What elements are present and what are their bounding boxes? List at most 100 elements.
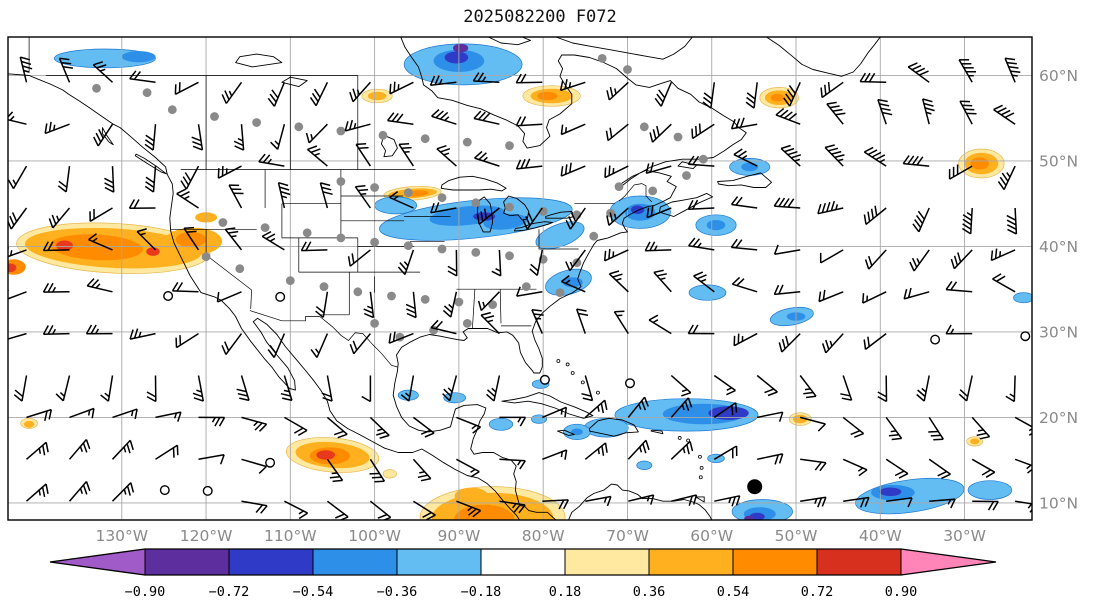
station-dot xyxy=(337,177,346,186)
station-dot xyxy=(92,84,101,93)
shaded-region xyxy=(637,461,652,470)
station-dot xyxy=(623,65,632,74)
weather-map-figure: 130°W120°W110°W100°W90°W80°W70°W60°W50°W… xyxy=(0,0,1105,615)
colorbar-tick-label: 0.54 xyxy=(717,584,750,600)
colorbar-segment xyxy=(481,549,565,575)
longitude-tick-label: 60°W xyxy=(690,527,733,545)
shaded-region xyxy=(453,44,468,53)
station-dot xyxy=(463,138,472,147)
station-dot xyxy=(505,251,514,260)
calm-wind-circle xyxy=(541,376,550,385)
station-dot xyxy=(455,298,464,307)
shaded-region xyxy=(771,94,784,102)
colorbar-tick-label: −0.18 xyxy=(461,584,502,600)
shaded-region xyxy=(741,163,758,172)
station-dot xyxy=(598,54,607,63)
colorbar-tick-label: 0.18 xyxy=(549,584,582,600)
calm-wind-circle xyxy=(626,379,635,388)
station-dot xyxy=(370,238,379,247)
latitude-tick-label: 30°N xyxy=(1039,323,1078,341)
station-dot xyxy=(682,171,691,180)
colorbar-tick-label: −0.36 xyxy=(377,584,418,600)
longitude-tick-label: 30°W xyxy=(943,527,986,545)
station-dot xyxy=(219,218,228,227)
station-dot xyxy=(505,203,514,212)
longitude-tick-label: 50°W xyxy=(775,527,818,545)
station-dot xyxy=(337,127,346,136)
station-dot xyxy=(522,282,531,291)
longitude-tick-label: 70°W xyxy=(606,527,649,545)
shaded-region xyxy=(879,488,901,497)
colorbar-segment xyxy=(397,549,481,575)
shaded-region xyxy=(146,247,159,256)
station-dot xyxy=(210,112,219,121)
colorbar-tick-label: −0.54 xyxy=(293,584,334,600)
longitude-tick-label: 120°W xyxy=(180,527,233,545)
calm-wind-circle xyxy=(931,335,940,344)
station-dot xyxy=(294,122,303,131)
colorbar-tick-label: −0.72 xyxy=(209,584,250,600)
colorbar-segment xyxy=(229,549,313,575)
station-dot xyxy=(303,228,312,237)
longitude-tick-label: 40°W xyxy=(859,527,902,545)
station-dot xyxy=(404,241,413,250)
station-dot xyxy=(320,282,329,291)
station-dot xyxy=(252,118,261,127)
colorbar-tick-label: −0.90 xyxy=(125,584,166,600)
colorbar-segment xyxy=(145,549,229,575)
calm-wind-circle xyxy=(164,292,173,301)
station-dot xyxy=(235,264,244,273)
station-dot xyxy=(589,232,598,241)
shaded-region xyxy=(368,92,387,101)
latitude-tick-label: 60°N xyxy=(1039,67,1078,85)
shaded-region xyxy=(489,418,513,430)
colorbar-segment xyxy=(313,549,397,575)
shaded-region xyxy=(1014,293,1034,303)
colorbar-tick-label: 0.72 xyxy=(801,584,834,600)
station-dot xyxy=(438,245,447,254)
longitude-tick-label: 80°W xyxy=(522,527,565,545)
colorbar-tick-label: 0.36 xyxy=(633,584,666,600)
colorbar-segment xyxy=(733,549,817,575)
station-dot xyxy=(143,88,152,97)
calm-wind-circle xyxy=(276,293,285,302)
station-dot xyxy=(286,276,295,285)
longitude-tick-label: 130°W xyxy=(95,527,148,545)
latitude-tick-label: 10°N xyxy=(1039,494,1078,512)
station-dot xyxy=(353,287,362,296)
station-dot xyxy=(471,198,480,207)
shaded-region xyxy=(56,241,73,251)
longitude-tick-label: 100°W xyxy=(348,527,401,545)
shaded-region xyxy=(970,158,989,170)
calm-wind-circle xyxy=(1021,332,1030,341)
station-dot xyxy=(615,182,624,191)
station-dot xyxy=(463,319,472,328)
station-dot xyxy=(370,183,379,192)
calm-wind-circle xyxy=(266,458,275,467)
station-dot xyxy=(370,319,379,328)
colorbar-tick-label: 0.90 xyxy=(885,584,918,600)
station-dot xyxy=(648,187,657,196)
colorbar-segment xyxy=(565,549,649,575)
shaded-region xyxy=(445,52,469,64)
station-dot xyxy=(202,252,211,261)
shaded-region xyxy=(968,481,1012,500)
station-dot xyxy=(261,223,270,232)
station-dot xyxy=(674,133,683,142)
shaded-region xyxy=(122,51,156,62)
station-dot xyxy=(640,122,649,131)
chart-title: 2025082200 F072 xyxy=(463,7,617,27)
shaded-region xyxy=(707,220,726,230)
latitude-tick-label: 50°N xyxy=(1039,153,1078,171)
station-dot xyxy=(168,105,177,114)
shaded-region xyxy=(537,92,557,101)
station-dot xyxy=(387,292,396,301)
colorbar-segment xyxy=(649,549,733,575)
latitude-tick-label: 20°N xyxy=(1039,409,1078,427)
filled-storm-marker xyxy=(747,479,762,494)
station-dot xyxy=(421,295,430,304)
calm-wind-circle xyxy=(161,486,170,495)
station-dot xyxy=(471,248,480,257)
shaded-region xyxy=(316,450,335,459)
station-dot xyxy=(379,131,388,140)
